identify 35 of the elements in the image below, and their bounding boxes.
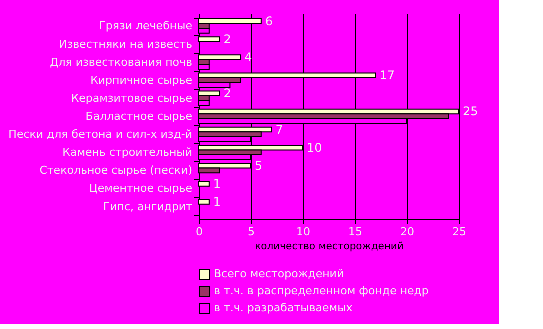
data-label: 2 [224,86,232,101]
data-label: 17 [380,68,396,83]
legend-label: в т.ч. разрабатываемых [214,302,354,314]
x-tick-label: 10 [296,226,310,238]
legend-label: Всего месторождений [214,268,344,280]
y-tick-label: Цементное сырье [89,182,193,196]
legend-label: в т.ч. в распределенном фонде недр [214,284,429,298]
data-label: 7 [276,122,284,137]
y-tick-label: Камень строительный [62,146,192,160]
data-label: 6 [265,14,274,28]
bar [198,36,220,42]
y-tick-label: Грязи лечебные [99,20,193,33]
data-label: 1 [213,176,222,191]
data-label: 10 [307,140,322,155]
y-tick-label: Для известкования почв [50,56,192,69]
x-tick-label: 25 [452,226,466,238]
y-tick-label: Кирпичное сырье [90,74,193,87]
y-tick-label: Известняки на известь [59,38,192,51]
y-tick-label: Керамзитовое сырье [71,92,193,105]
x-tick-label: 15 [348,226,362,238]
bar [198,199,210,205]
x-axis-title: количество месторождений [255,242,404,252]
data-label: 5 [255,158,263,173]
data-label: 25 [463,104,478,119]
y-tick-label: Пески для бетона и сил-х изд-й [8,128,192,142]
x-tick-label: 0 [196,226,203,238]
y-tick-label: Гипс, ангидрит [103,200,194,214]
data-label: 2 [224,32,232,46]
bar [198,181,210,187]
y-tick-label: Балластное сырье [86,110,193,123]
bar [198,54,242,60]
y-tick-label: Стекольное сырье (пески) [40,164,192,178]
x-tick-label: 20 [400,226,414,238]
data-label: 1 [213,195,222,210]
x-tick-label: 5 [248,226,255,238]
